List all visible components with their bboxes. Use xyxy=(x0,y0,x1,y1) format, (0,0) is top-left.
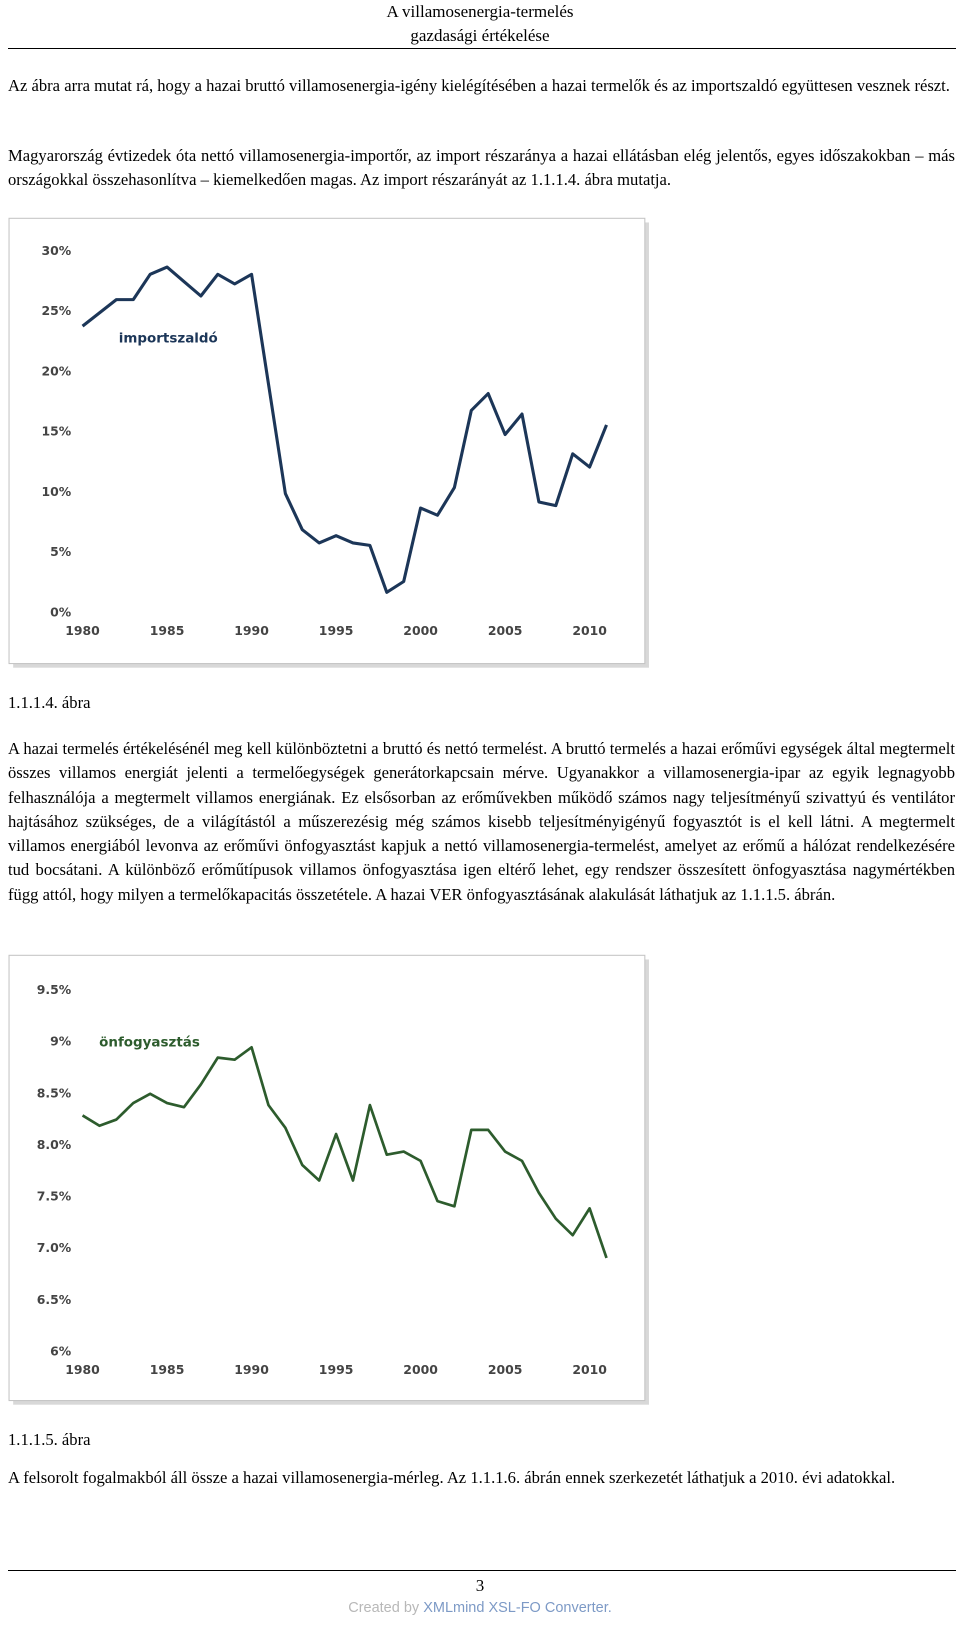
y-tick-label: 25% xyxy=(41,303,71,318)
figure-caption: 1.1.1.5. ábra xyxy=(8,1430,91,1449)
chart-frame xyxy=(8,954,646,1402)
paragraph: Az ábra arra mutat rá, hogy a hazai brut… xyxy=(8,76,950,95)
footer-rule xyxy=(8,1570,956,1571)
x-tick-label: 1980 xyxy=(65,1362,100,1377)
footer-credit: Created by XMLmind XSL-FO Converter. xyxy=(0,1600,960,1616)
series-label: importszaldó xyxy=(119,330,218,346)
y-tick-label: 7.0% xyxy=(37,1240,72,1255)
series-label: önfogyasztás xyxy=(99,1034,200,1050)
x-tick-label: 1995 xyxy=(319,1362,354,1377)
paragraph: A felsorolt fogalmakból áll össze a haza… xyxy=(8,1468,896,1487)
y-tick-label: 9.5% xyxy=(37,982,72,997)
y-tick-label: 7.5% xyxy=(37,1189,72,1204)
y-tick-label: 0% xyxy=(50,604,72,619)
y-tick-label: 5% xyxy=(50,544,72,559)
y-tick-label: 9% xyxy=(50,1034,72,1049)
x-tick-label: 2005 xyxy=(488,623,523,638)
chart-frame xyxy=(8,217,646,665)
data-line xyxy=(81,1045,608,1259)
x-tick-label: 1990 xyxy=(234,623,269,638)
x-tick-label: 1985 xyxy=(150,623,185,638)
x-tick-label: 1985 xyxy=(150,1362,185,1377)
header-title: gazdasági értékelése xyxy=(410,26,550,45)
y-tick-label: 6.5% xyxy=(37,1292,72,1307)
header-title: A villamosenergia-termelés xyxy=(386,2,574,21)
x-tick-label: 2010 xyxy=(572,623,607,638)
x-tick-label: 2005 xyxy=(488,1362,523,1377)
paragraph: A hazai termelés értékelésénél meg kell … xyxy=(8,739,955,904)
credit-prefix: Created by xyxy=(348,1600,420,1616)
x-tick-label: 2000 xyxy=(403,623,438,638)
y-tick-label: 15% xyxy=(41,424,71,439)
y-tick-label: 8.0% xyxy=(37,1137,72,1152)
y-tick-label: 30% xyxy=(41,243,71,258)
y-tick-label: 6% xyxy=(50,1343,72,1358)
paragraph: Magyarország évtizedek óta nettó villamo… xyxy=(8,146,955,190)
credit-link: XMLmind XSL-FO Converter. xyxy=(423,1600,612,1616)
page-number: 3 xyxy=(475,1576,485,1595)
y-tick-label: 20% xyxy=(41,363,71,378)
x-tick-label: 1990 xyxy=(234,1362,269,1377)
y-tick-label: 8.5% xyxy=(37,1085,72,1100)
x-tick-label: 1980 xyxy=(65,623,100,638)
data-line xyxy=(81,265,608,594)
x-tick-label: 2010 xyxy=(572,1362,607,1377)
x-tick-label: 2000 xyxy=(403,1362,438,1377)
chart: 0% 5% 10% 15% 20% 25% 30% 1980 1985 1990 1995 2000 2… xyxy=(8,217,649,668)
figure-caption: 1.1.1.4. ábra xyxy=(8,693,91,712)
x-tick-label: 1995 xyxy=(319,623,354,638)
y-tick-label: 10% xyxy=(41,484,71,499)
header-rule xyxy=(8,48,956,49)
chart: 6% 6.5% 7.0% 7.5% 8.0% 8.5% 9% 9.5% 1980 1985 1990… xyxy=(8,954,649,1405)
